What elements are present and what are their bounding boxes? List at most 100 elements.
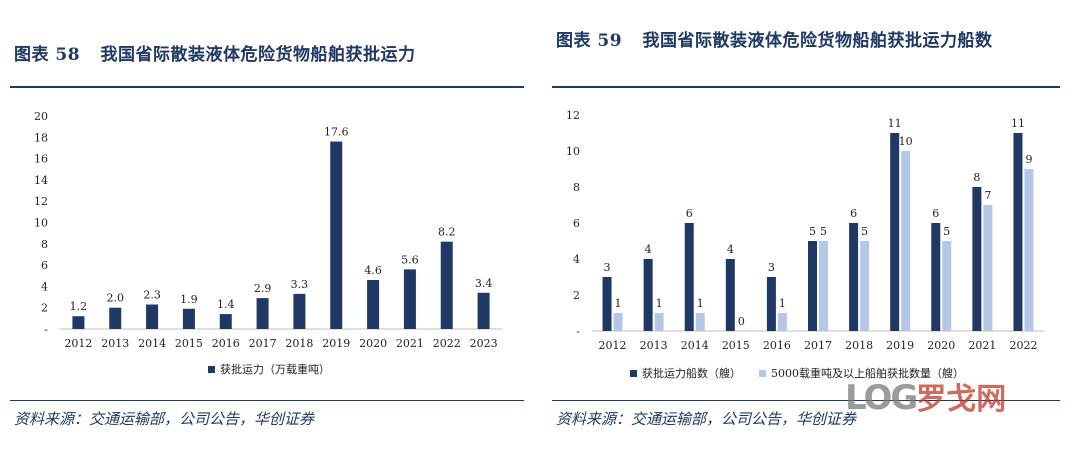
x-tick-label: 2021: [396, 337, 424, 350]
y-tick-label: 6: [573, 217, 580, 230]
bar: [766, 277, 776, 331]
bar-value-label: 1: [615, 297, 622, 310]
bar-value-label: 2.0: [107, 292, 125, 305]
x-tick-label: 2013: [640, 339, 668, 352]
x-tick-label: 2012: [64, 337, 92, 350]
y-tick-label: 2: [41, 302, 48, 315]
y-tick-label: 8: [41, 238, 48, 251]
y-tick-label: 10: [566, 145, 580, 158]
bar: [72, 316, 85, 329]
x-tick-label: 2014: [681, 339, 709, 352]
bar: [819, 241, 828, 331]
bar-value-label: 11: [1011, 117, 1025, 130]
bar-value-label: 3: [768, 261, 775, 274]
left-source-note: 资料来源：交通运输部，公司公告，华创证券: [14, 410, 315, 428]
bar-value-label: 4: [727, 243, 734, 256]
bar-value-label: 7: [984, 189, 991, 202]
legend-swatch: [630, 370, 637, 377]
bar-value-label: 11: [888, 117, 902, 130]
x-tick-label: 2019: [322, 337, 350, 350]
right-source-note: 资料来源：交通运输部，公司公告，华创证券: [556, 410, 857, 428]
x-tick-label: 2018: [845, 339, 873, 352]
legend-label: 获批运力船数（艘）: [642, 366, 741, 380]
bar: [403, 269, 416, 329]
x-tick-label: 2015: [722, 339, 750, 352]
bar: [256, 298, 269, 329]
y-tick-label: 10: [34, 217, 48, 230]
x-tick-label: 2019: [886, 339, 914, 352]
y-tick-label: 12: [566, 109, 580, 122]
bar: [849, 223, 859, 331]
bar-value-label: 0: [738, 315, 745, 328]
bar-value-label: 6: [686, 207, 693, 220]
x-tick-label: 2020: [927, 339, 955, 352]
bar: [777, 313, 787, 331]
bar: [983, 205, 993, 331]
bar-value-label: 2.9: [254, 282, 272, 295]
x-tick-label: 2021: [968, 339, 996, 352]
y-tick-label: 14: [34, 174, 48, 187]
bar: [890, 133, 900, 331]
bar-value-label: 1: [656, 297, 663, 310]
bar: [477, 292, 490, 329]
left-bar-chart: - 2 4 6 8 10 12 14 16 18 20 2012 1.2 2013 2.0 2014 2.3 20…: [34, 110, 502, 376]
bar-value-label: 8.2: [438, 226, 456, 239]
right-title-divider: [552, 86, 1060, 88]
x-tick-label: 2014: [138, 337, 166, 350]
bar-value-label: 17.6: [324, 126, 349, 139]
right-source-divider: [552, 400, 1060, 401]
legend-label: 获批运力（万载重吨）: [220, 362, 330, 376]
legend-swatch: [208, 366, 215, 373]
x-tick-label: 2013: [101, 337, 129, 350]
bar: [1024, 169, 1034, 331]
bar-value-label: 8: [973, 171, 980, 184]
x-tick-label: 2017: [249, 337, 277, 350]
right-figure-title: 图表 59 我国省际散装液体危险货物船舶获批运力船数: [556, 26, 1056, 56]
bar: [1013, 133, 1023, 331]
x-tick-label: 2018: [285, 337, 313, 350]
bar-value-label: 5: [820, 225, 827, 238]
left-title-divider: [10, 86, 524, 88]
x-tick-label: 2022: [433, 337, 461, 350]
right-figure-panel: 图表 59 我国省际散装液体危险货物船舶获批运力船数 -2 4 6 8 10 12 2012…: [552, 0, 1080, 450]
right-figure-label: 图表: [556, 31, 591, 51]
bar: [695, 313, 705, 331]
bar: [972, 187, 982, 331]
bar: [654, 313, 664, 331]
bar-value-label: 4: [645, 243, 652, 256]
x-tick-label: 2017: [804, 339, 832, 352]
y-tick-label: 4: [573, 253, 580, 266]
bar: [182, 308, 195, 329]
right-grouped-bar-chart: - 2 4 6 8 10 12 2012 3 1 2013 4 1 2014 6 1 2015 4 0 2016 3 1 2…: [566, 109, 1044, 380]
bar: [643, 259, 653, 331]
bar-value-label: 1: [779, 297, 786, 310]
x-tick-label: 2022: [1009, 339, 1037, 352]
bar-value-label: 5.6: [401, 253, 419, 266]
y-tick-label: 4: [41, 280, 48, 293]
bar-value-label: 1.2: [70, 300, 88, 313]
bar-value-label: 5: [943, 225, 950, 238]
y-tick-label: 12: [34, 195, 48, 208]
bar: [146, 304, 159, 329]
watermark-brand-text: 罗戈网: [916, 382, 1007, 417]
bar-value-label: 6: [932, 207, 939, 220]
right-figure-title-text: 我国省际散装液体危险货物船舶获批运力船数: [642, 31, 993, 51]
x-tick-label: 2015: [175, 337, 203, 350]
bar: [602, 277, 612, 331]
y-tick-label: -: [576, 325, 580, 338]
watermark-logo: LOG罗戈网: [845, 374, 1006, 418]
bar-value-label: 1.4: [217, 298, 235, 311]
bar-value-label: 3: [604, 261, 611, 274]
bar: [684, 223, 694, 331]
y-tick-label: 16: [34, 153, 48, 166]
bar: [219, 314, 232, 329]
y-tick-label: 8: [573, 181, 580, 194]
left-figure-number: 58: [55, 45, 81, 65]
bar: [367, 280, 380, 329]
y-tick-label: 2: [573, 289, 580, 302]
bar: [931, 223, 941, 331]
right-figure-number: 59: [597, 31, 623, 51]
x-tick-label: 2020: [359, 337, 387, 350]
bar-value-label: 10: [899, 135, 913, 148]
left-figure-title: 图表 58 我国省际散装液体危险货物船舶获批运力: [14, 40, 416, 70]
